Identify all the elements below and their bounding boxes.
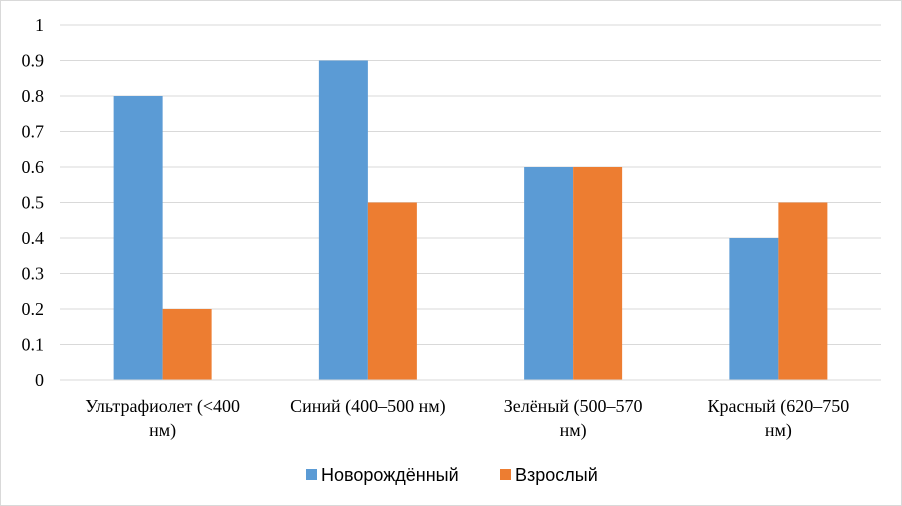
x-category-label: Зелёный (500–570 нм) [504, 396, 643, 441]
y-tick-label: 0.1 [22, 335, 45, 355]
x-category-label-line: нм) [149, 420, 176, 441]
y-tick-label: 0.8 [22, 86, 45, 106]
x-axis-category-labels: Ультрафиолет (<400 нм) Синий (400–500 нм) З… [85, 396, 849, 441]
bar-newborn [113, 96, 163, 380]
bar-adult [162, 309, 212, 380]
bar-adult [778, 202, 828, 380]
y-tick-label: 0.9 [22, 51, 45, 71]
y-tick-label: 0.4 [22, 228, 45, 248]
bar-newborn [729, 238, 779, 380]
bars [113, 60, 828, 380]
x-category-label-line: нм) [560, 420, 587, 441]
bar-adult [367, 202, 417, 380]
x-category-label: Синий (400–500 нм) [290, 396, 446, 417]
y-axis-tick-labels: 0 0.1 0.2 0.3 0.4 0.5 0.6 0.7 0.8 0.9 1 [22, 15, 45, 390]
y-tick-label: 0 [35, 370, 44, 390]
legend: Новорождённый Взрослый [306, 465, 598, 485]
y-tick-label: 0.7 [22, 122, 45, 142]
legend-label: Взрослый [515, 465, 598, 485]
bar-newborn [318, 60, 368, 380]
x-category-label-line: Красный (620–750 [707, 396, 849, 417]
x-category-label-line: нм) [765, 420, 792, 441]
x-category-label: Красный (620–750 нм) [707, 396, 849, 441]
y-tick-label: 0.3 [22, 264, 45, 284]
x-category-label-line: Синий (400–500 нм) [290, 396, 446, 417]
y-tick-label: 1 [35, 15, 44, 35]
legend-label: Новорождённый [321, 465, 459, 485]
legend-item: Взрослый [500, 465, 598, 485]
legend-item: Новорождённый [306, 465, 459, 485]
y-tick-label: 0.5 [22, 193, 45, 213]
x-category-label-line: Ультрафиолет (<400 [85, 396, 240, 417]
bar-adult [573, 167, 623, 380]
legend-swatch [500, 469, 511, 480]
y-tick-label: 0.2 [22, 299, 45, 319]
x-category-label-line: Зелёный (500–570 [504, 396, 643, 417]
legend-swatch [306, 469, 317, 480]
y-tick-label: 0.6 [22, 157, 45, 177]
bar-newborn [524, 167, 574, 380]
x-category-label: Ультрафиолет (<400 нм) [85, 396, 240, 441]
